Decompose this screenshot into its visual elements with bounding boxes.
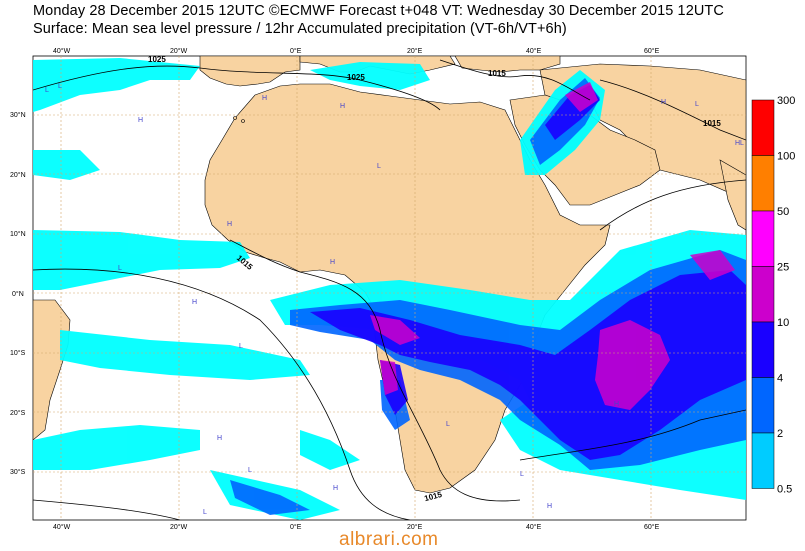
pressure-center: H [333,485,338,492]
colorbar-label: 100 [777,151,795,163]
land-india [719,159,746,231]
pressure-center: L [377,163,381,170]
pressure-center: L [239,343,243,350]
pressure-center: H [227,221,232,228]
land-iberia [199,56,301,87]
colorbar-segment [751,321,775,378]
colorbar-segment [751,266,775,323]
pressure-center: H [547,503,552,510]
isobar-label: 1015 [703,119,721,128]
pressure-center: L [520,471,524,478]
colorbar: 300 100 50 25 10 4 2 0.5 [751,95,795,496]
colorbar-label: 300 [777,95,795,107]
isobar-label: 1025 [347,73,365,82]
isobar-label: 1015 [488,69,506,78]
colorbar-segment [751,377,775,434]
lat-label: 10°N [10,230,26,238]
map-subtitle: Surface: Mean sea level pressure / 12hr … [33,21,567,37]
watermark: albrari.com [339,529,439,550]
pressure-center: H [262,95,267,102]
pressure-centers: L H L H H L H L H L H L H L H L H L HL H… [45,83,744,516]
colorbar-label: 4 [777,373,783,385]
lon-label: 40°W [53,523,71,531]
lat-label: 30°S [10,468,26,476]
pressure-center: L [248,467,252,474]
colorbar-segment [751,155,775,212]
lon-label: 40°E [526,47,542,55]
pressure-center: L [45,87,49,94]
pressure-center: H [217,435,222,442]
colorbar-segment [751,432,775,489]
colorbar-label: 10 [777,317,789,329]
colorbar-label: 2 [777,428,783,440]
pressure-center: L [203,509,207,516]
lat-label: 30°N [10,111,26,119]
lat-label: 0°N [12,290,24,298]
isobar-label: 1025 [148,55,166,64]
lon-label: 20°E [407,523,423,531]
lat-label: 20°N [10,171,26,179]
pressure-center: L [58,83,62,90]
lon-label: 20°E [407,47,423,55]
map-title: Monday 28 December 2015 12UTC ©ECMWF For… [33,3,724,19]
lon-label: 60°E [644,47,660,55]
pressure-center: HL [735,140,744,147]
lon-label: 0°E [290,523,302,531]
colorbar-label: 50 [777,206,789,218]
lat-label: 10°S [10,349,26,357]
colorbar-segment [751,210,775,267]
lat-label: 20°S [10,409,26,417]
colorbar-label: 0.5 [777,484,792,496]
lat-labels: 30°N 20°N 10°N 0°N 10°S 20°S 30°S [10,111,26,476]
lon-labels-top: 40°W 20°W 0°E 20°E 40°E 60°E [53,47,660,55]
colorbar-segment [751,99,775,156]
lon-label: 60°E [644,523,660,531]
pressure-center: H [192,299,197,306]
pressure-center: H [661,99,666,106]
lon-labels-bottom: 40°W 20°W 0°E 20°E 40°E 60°E [53,523,660,531]
graticule [33,56,746,520]
isobars [33,59,746,520]
lon-label: 40°W [53,47,71,55]
lon-label: 0°E [290,47,302,55]
lon-label: 20°W [170,47,188,55]
pressure-center: H [330,259,335,266]
pressure-center: H [138,117,143,124]
pressure-center: H [614,401,619,408]
colorbar-label: 25 [777,262,789,274]
pressure-center: L [446,421,450,428]
pressure-center: H [340,103,345,110]
lon-label: 40°E [526,523,542,531]
pressure-center: L [118,265,122,272]
pressure-center: L [695,101,699,108]
precip-very-heavy [370,82,735,410]
lon-label: 20°W [170,523,188,531]
